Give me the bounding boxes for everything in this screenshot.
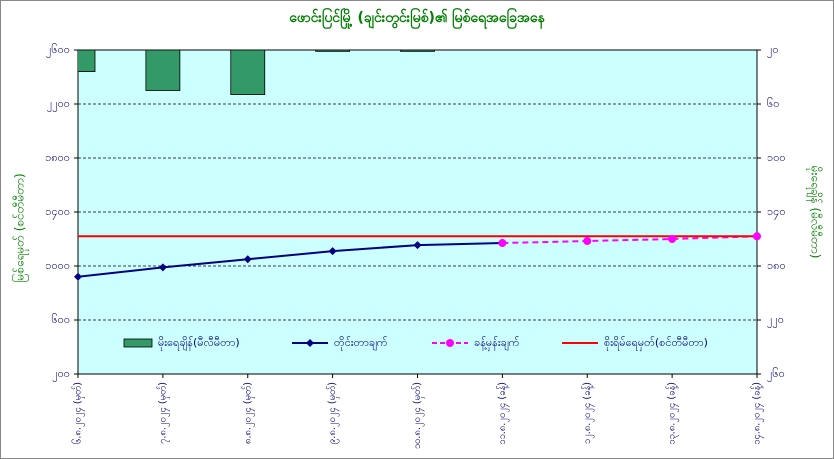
marker [753, 232, 761, 241]
y-tick-label: ၂၂၀၀ [47, 97, 70, 112]
y-tick-label: ၆၀၀ [51, 313, 70, 326]
y-tick-label: ၁၈၀၀ [45, 151, 70, 164]
y2-axis-label: မိုးရေချိန် (မီလီမီတာ) [806, 166, 824, 259]
x-tick-label: ၁၃.၈.၂၀၂၄ (ခန့်) [667, 382, 679, 445]
x-tick-label: ၁၂.၈.၂၀၂၄ (ခန့်) [582, 382, 594, 444]
x-tick-label: ၇.၈.၂၀၂၄ (မှတ်) [157, 382, 169, 444]
marker [158, 263, 167, 272]
y2-tick-label: ၂၂၀ [767, 313, 784, 328]
legend-label: စိုးရိမ်ရေမှတ်(စင်တီမီတာ) [604, 336, 708, 351]
y2-tick-label: ၁၀၀ [767, 151, 786, 164]
y-axis-label: မြစ်ရေမှတ် (စင်တီမီတာ) [11, 173, 30, 282]
y-tick-label: ၂၀၀ [52, 367, 70, 382]
marker [328, 247, 337, 256]
x-tick-label: ၁၄.၈.၂၀၂၄ (ခန့်) [752, 382, 764, 445]
marker [583, 237, 592, 246]
x-tick-label: ၆.၈.၂၀၂၄ (မှတ်) [73, 382, 85, 444]
y2-tick-label: ၆၀ [767, 97, 779, 110]
legend-marker [446, 339, 454, 347]
line [502, 235, 757, 245]
y-tick-label: ၁၄၀၀ [45, 205, 70, 220]
x-tick-label: ၉.၈.၂၀၂၄ (မှတ်) [327, 382, 339, 444]
y-tick-label: ၁၀၀၀ [45, 259, 70, 272]
bar [230, 50, 266, 95]
marker [668, 235, 677, 243]
marker [413, 241, 422, 250]
x-tick-label: ၁၀.၈.၂၀၂၄ (မှတ်) [412, 382, 424, 449]
marker [74, 272, 82, 281]
legend-marker [306, 339, 314, 347]
bar [78, 50, 96, 73]
bar [145, 50, 181, 91]
y2-tick-label: ၁၈၀ [767, 259, 786, 272]
x-tick-label: ၈.၈.၂၀၂၄ (မှတ်) [242, 382, 254, 444]
bar [400, 50, 435, 52]
marker [498, 239, 507, 248]
y2-tick-label: ၁၄၀ [767, 205, 786, 220]
legend-label: တိုင်းတာချက် [334, 336, 388, 351]
chart-title: ဖောင်းပြင်မြို့ (ချင်းတွင်းမြစ်)၏ မြစ်ရေ… [289, 8, 545, 29]
y2-tick-label: ၂၀ [767, 43, 779, 58]
legend-label: မိုးရေချိန်(မီလီမီတာ) [158, 336, 240, 351]
y-tick-label: ၂၆၀၀ [46, 43, 70, 58]
x-tick-label: ၁၁.၈.၂၀၂၄ (ခန့်) [497, 382, 509, 445]
y2-tick-label: ၂၆၀ [767, 367, 785, 382]
legend-swatch [123, 338, 153, 348]
marker [243, 255, 252, 264]
legend-label: ခန့်မှန်းချက် [474, 336, 520, 351]
line [78, 242, 503, 278]
bar [315, 50, 351, 52]
plot-series [78, 50, 757, 278]
